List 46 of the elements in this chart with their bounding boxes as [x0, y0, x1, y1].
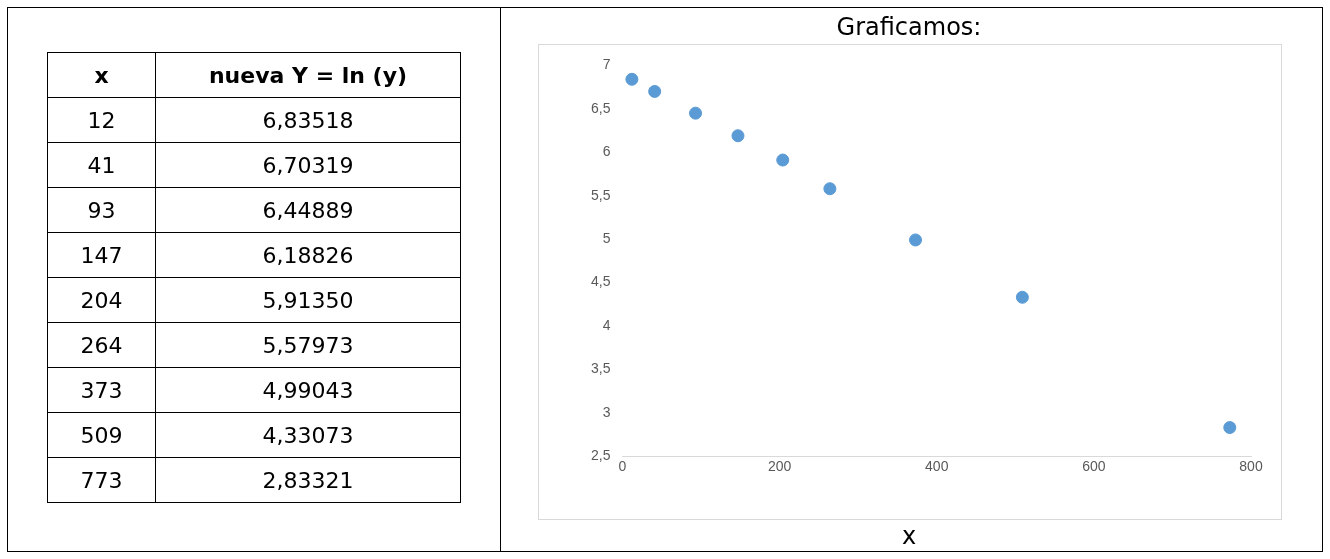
point — [776, 153, 790, 167]
y-tick-label: 3,5 — [590, 360, 611, 377]
text: 4,33073 — [155, 412, 461, 458]
point — [625, 72, 639, 86]
text: 5,91350 — [155, 277, 461, 323]
y-tick-label: 6,5 — [590, 99, 611, 116]
y-tick-label: 2,5 — [590, 447, 611, 464]
chart-title: Graficamos: — [835, 13, 983, 41]
y-tick-label: 6 — [602, 143, 611, 160]
y-tick-label: 5,5 — [590, 186, 611, 203]
text: 6,83518 — [155, 97, 461, 143]
text: 147 — [47, 232, 156, 278]
y-tick-label: 7 — [602, 56, 611, 73]
text: x — [47, 52, 156, 98]
point — [1015, 290, 1029, 304]
y-tick-label: 3 — [602, 403, 611, 420]
text: 93 — [47, 187, 156, 233]
x-tick-label: 200 — [767, 458, 792, 475]
x-axis-title: x — [900, 522, 918, 550]
text: 41 — [47, 142, 156, 188]
x-tick-label: 600 — [1082, 458, 1106, 475]
text: 6,70319 — [155, 142, 461, 188]
text: 264 — [47, 322, 156, 368]
y-tick-label: 5 — [602, 229, 611, 246]
point — [648, 84, 662, 98]
text: 6,18826 — [155, 232, 461, 278]
text: 773 — [47, 457, 156, 503]
x-tick-label: 0 — [618, 458, 627, 475]
x-tick-label: 800 — [1239, 458, 1263, 475]
text: 204 — [47, 277, 156, 323]
point — [731, 129, 745, 143]
text: 12 — [47, 97, 156, 143]
text: 5,57973 — [155, 322, 461, 368]
text: nueva Y = ln (y) — [155, 52, 461, 98]
text: 509 — [47, 412, 156, 458]
text: 2,83321 — [155, 457, 461, 503]
point — [823, 182, 837, 196]
y-tick-label: 4 — [602, 316, 611, 333]
text: 4,99043 — [155, 367, 461, 413]
point — [1223, 421, 1237, 435]
x-tick-label: 400 — [925, 458, 949, 475]
text: 373 — [47, 367, 156, 413]
point — [909, 233, 923, 247]
point — [689, 106, 703, 120]
y-tick-label: 4,5 — [590, 273, 611, 290]
text: 6,44889 — [155, 187, 461, 233]
